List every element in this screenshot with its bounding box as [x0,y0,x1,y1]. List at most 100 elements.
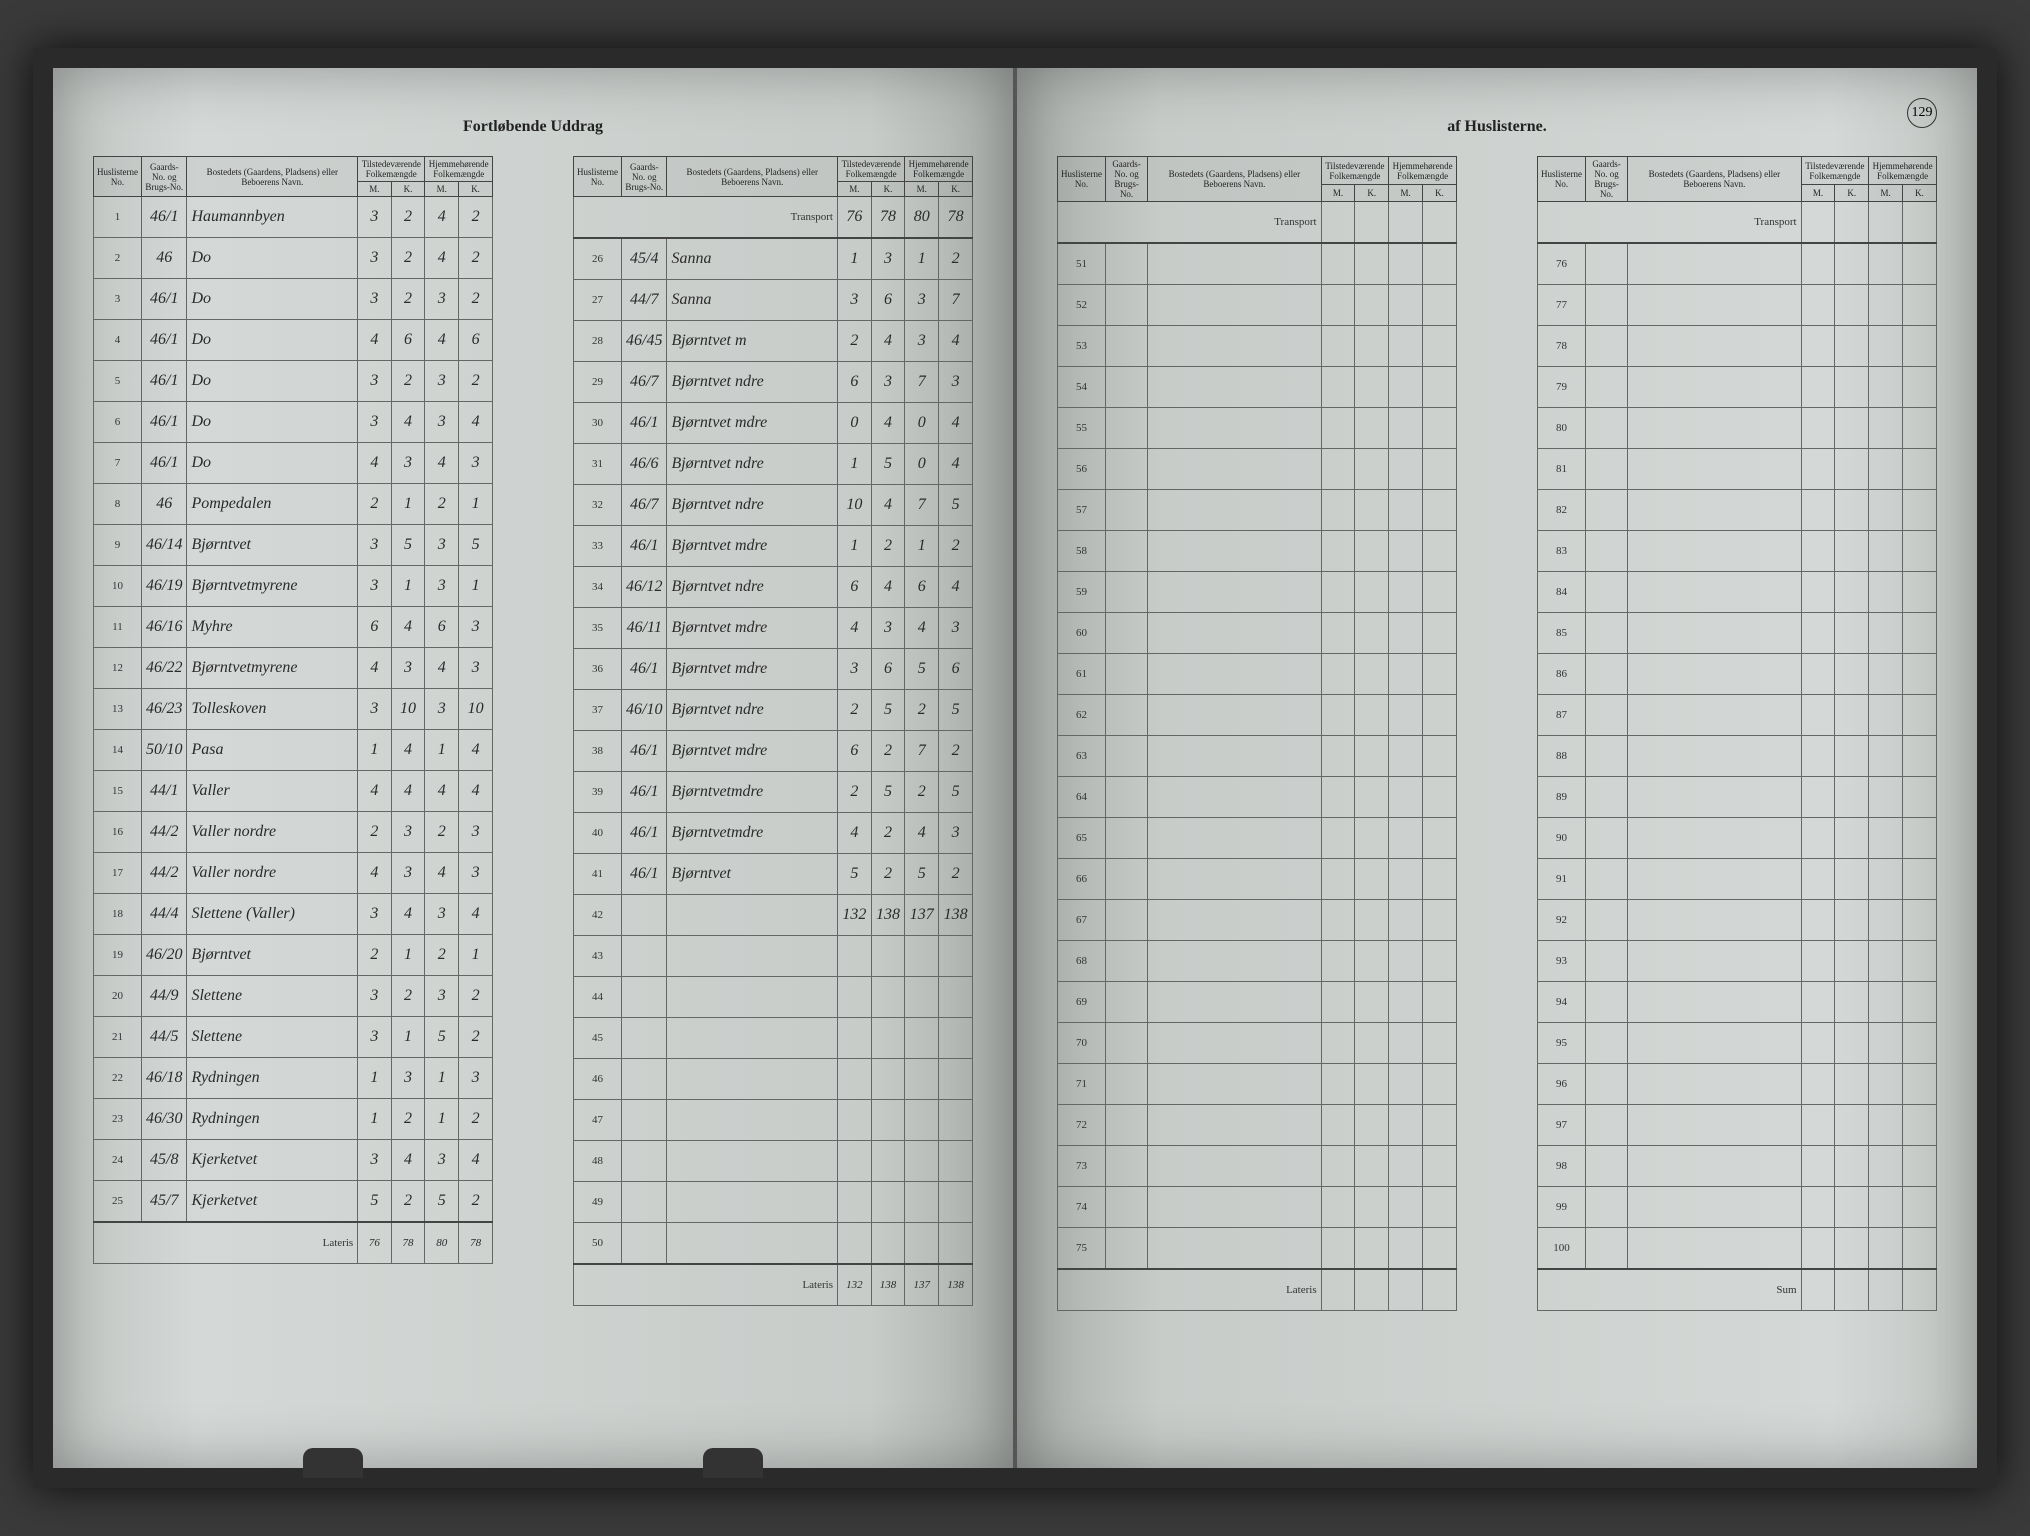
hjemme-k [1903,1228,1937,1270]
tilstede-k: 4 [391,1140,425,1181]
place-name: Do [187,443,358,484]
table-row: 49 [574,1182,973,1223]
hjemme-m: 3 [905,280,939,321]
row-number: 42 [574,895,622,936]
transport-row: Transport 76 78 80 78 [574,197,973,239]
place-name: Bjørntvet m [667,321,838,362]
hjemme-m [1869,408,1903,449]
table-row: 58 [1058,531,1457,572]
gaard-number: 46/7 [622,485,667,526]
gaard-number: 46/1 [142,197,187,238]
tilstede-k: 4 [391,730,425,771]
tilstede-k: 138 [871,895,905,936]
row-number: 98 [1538,1146,1586,1187]
hjemme-m: 4 [425,320,459,361]
tilstede-m: 1 [358,730,392,771]
hjemme-k [1903,654,1937,695]
tilstede-k: 4 [871,403,905,444]
tilstede-m [1801,654,1835,695]
hjemme-k: 3 [939,362,973,403]
place-name [1628,1228,1801,1270]
table-row: 75 [1058,1228,1457,1270]
gaard-number [1106,1187,1148,1228]
hjemme-m [1389,695,1423,736]
tilstede-k [1835,243,1869,285]
hjemme-k [1423,1146,1457,1187]
row-number: 1 [94,197,142,238]
tilstede-k: 4 [871,567,905,608]
hjemme-k: 3 [459,812,493,853]
row-number: 6 [94,402,142,443]
hjemme-m [1389,654,1423,695]
row-number: 84 [1538,572,1586,613]
hjemme-k [939,1059,973,1100]
tilstede-k: 2 [871,731,905,772]
row-number: 14 [94,730,142,771]
hjemme-m: 7 [905,362,939,403]
lateris-row: Lateris [1058,1269,1457,1311]
tilstede-m: 2 [838,321,872,362]
hjemme-k: 5 [939,772,973,813]
hjemme-m: 0 [905,403,939,444]
tilstede-k [1835,1228,1869,1270]
hjemme-k [1423,490,1457,531]
row-number: 35 [574,608,622,649]
row-number: 54 [1058,367,1106,408]
place-name [1628,572,1801,613]
gaard-number: 46/1 [142,320,187,361]
row-number: 99 [1538,1187,1586,1228]
gaard-number [622,1223,667,1265]
hjemme-m [1389,1187,1423,1228]
left-page: Fortløbende Uddrag Huslisterne No. Gaard… [53,68,1015,1468]
place-name: Bjørntvet ndre [667,444,838,485]
hjemme-m [1389,490,1423,531]
tilstede-m [1801,1187,1835,1228]
hjemme-k [1903,736,1937,777]
tilstede-k [1355,572,1389,613]
row-number: 82 [1538,490,1586,531]
tilstede-k [1355,449,1389,490]
tilstede-m [838,1018,872,1059]
tilstede-m [1801,1228,1835,1270]
tilstede-m: 4 [838,813,872,854]
tilstede-k [1355,243,1389,285]
row-number: 65 [1058,818,1106,859]
table-row: 846Pompedalen2121 [94,484,493,525]
gaard-number: 46/7 [622,362,667,403]
tilstede-m [1321,777,1355,818]
place-name: Tolleskoven [187,689,358,730]
row-number: 83 [1538,531,1586,572]
tilstede-k: 2 [871,813,905,854]
table-row: 79 [1538,367,1937,408]
table-row: 56 [1058,449,1457,490]
gaard-number [1106,408,1148,449]
tilstede-m [1801,818,1835,859]
hjemme-m [1389,1228,1423,1270]
table-row: 81 [1538,449,1937,490]
tilstede-k [1835,367,1869,408]
ledger-book: Fortløbende Uddrag Huslisterne No. Gaard… [33,48,1997,1488]
tilstede-k [871,1059,905,1100]
hjemme-k [1423,1228,1457,1270]
row-number: 44 [574,977,622,1018]
place-name: Bjørntvet mdre [667,608,838,649]
hjemme-k: 3 [459,443,493,484]
tilstede-m: 6 [838,567,872,608]
tilstede-m [1801,613,1835,654]
tilstede-k: 3 [391,853,425,894]
tilstede-k [1355,695,1389,736]
tilstede-m: 3 [358,1017,392,1058]
table-row: 77 [1538,285,1937,326]
tilstede-m: 3 [358,279,392,320]
gaard-number [1106,1023,1148,1064]
tilstede-k: 2 [871,526,905,567]
place-name [667,1059,838,1100]
place-name: Pasa [187,730,358,771]
header-hjemme: Hjemmehørende Folkemængde [425,157,493,182]
hjemme-k: 7 [939,280,973,321]
row-number: 45 [574,1018,622,1059]
tilstede-k [1355,367,1389,408]
row-number: 5 [94,361,142,402]
hjemme-m: 5 [425,1181,459,1223]
tilstede-m [1321,859,1355,900]
